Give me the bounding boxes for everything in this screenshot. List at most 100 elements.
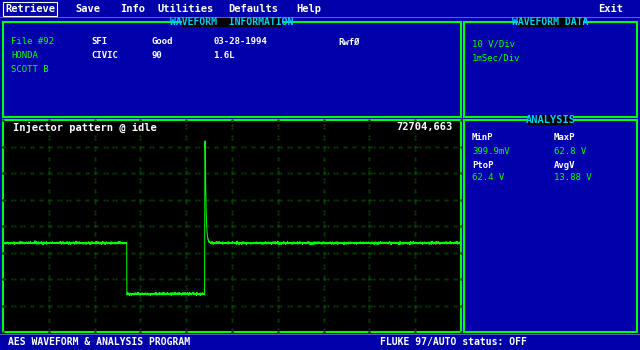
Point bbox=[44, 308, 54, 313]
Point bbox=[145, 303, 156, 308]
Point bbox=[273, 297, 283, 303]
Point bbox=[366, 276, 376, 282]
Point bbox=[37, 303, 47, 308]
Point bbox=[83, 144, 93, 149]
Point bbox=[276, 197, 287, 202]
Point bbox=[276, 250, 287, 255]
Text: Help: Help bbox=[296, 4, 321, 14]
Point bbox=[10, 276, 20, 282]
Point bbox=[227, 222, 237, 228]
Point bbox=[135, 241, 145, 246]
Point bbox=[273, 265, 283, 271]
Point bbox=[28, 276, 38, 282]
Point bbox=[90, 316, 100, 321]
Point bbox=[319, 155, 329, 160]
Point bbox=[410, 168, 420, 174]
Point bbox=[431, 144, 441, 149]
Point bbox=[135, 190, 145, 195]
Point bbox=[90, 286, 100, 292]
Point bbox=[319, 125, 329, 131]
Point bbox=[319, 329, 329, 335]
Point bbox=[442, 223, 452, 229]
Point bbox=[410, 241, 420, 246]
Point bbox=[319, 251, 329, 257]
Text: 399.9mV: 399.9mV bbox=[472, 147, 509, 155]
Point bbox=[102, 144, 112, 149]
Point bbox=[26, 276, 36, 282]
Point bbox=[424, 250, 434, 255]
Point bbox=[255, 250, 266, 255]
Point bbox=[56, 197, 66, 202]
Point bbox=[44, 223, 54, 229]
Point bbox=[285, 144, 296, 149]
Point bbox=[375, 276, 385, 282]
Point bbox=[90, 265, 100, 271]
Point bbox=[203, 276, 213, 282]
Point bbox=[135, 230, 145, 236]
Point bbox=[157, 144, 167, 149]
Point bbox=[319, 168, 329, 174]
Text: HONDA: HONDA bbox=[11, 51, 38, 61]
Point bbox=[135, 243, 145, 249]
Point bbox=[227, 179, 237, 184]
Point bbox=[102, 170, 112, 176]
Point bbox=[227, 187, 237, 192]
Point bbox=[138, 303, 148, 308]
Point bbox=[99, 197, 109, 202]
Point bbox=[364, 230, 374, 236]
Point bbox=[191, 144, 202, 149]
Point bbox=[135, 297, 145, 303]
Point bbox=[16, 250, 26, 255]
Point bbox=[378, 276, 388, 282]
Point bbox=[385, 250, 395, 255]
Point bbox=[323, 303, 333, 308]
Point bbox=[378, 170, 388, 176]
Point bbox=[90, 254, 100, 260]
Point bbox=[44, 122, 54, 128]
Point bbox=[181, 133, 191, 139]
Point bbox=[405, 197, 415, 202]
Point bbox=[175, 144, 186, 149]
Point bbox=[394, 223, 404, 229]
Point bbox=[173, 303, 183, 308]
Point bbox=[74, 197, 84, 202]
Point bbox=[273, 286, 283, 292]
Point bbox=[292, 144, 303, 149]
Point bbox=[276, 144, 287, 149]
Point bbox=[135, 318, 145, 324]
Point bbox=[135, 147, 145, 152]
Point bbox=[35, 303, 45, 308]
Point bbox=[258, 197, 268, 202]
Point bbox=[157, 223, 167, 229]
Point bbox=[304, 144, 314, 149]
Point bbox=[90, 190, 100, 195]
Point bbox=[273, 262, 283, 268]
Point bbox=[421, 223, 431, 229]
Point bbox=[319, 284, 329, 289]
Point bbox=[90, 303, 100, 308]
Point bbox=[108, 170, 118, 176]
Point bbox=[221, 197, 232, 202]
Point bbox=[230, 197, 241, 202]
Point bbox=[227, 265, 237, 271]
Point bbox=[154, 250, 164, 255]
Text: Save: Save bbox=[75, 4, 100, 14]
Point bbox=[273, 147, 283, 152]
Point bbox=[412, 303, 422, 308]
Point bbox=[44, 327, 54, 332]
Point bbox=[440, 170, 450, 176]
Point bbox=[369, 170, 379, 176]
Point bbox=[136, 170, 146, 176]
Point bbox=[330, 276, 340, 282]
Point bbox=[90, 155, 100, 160]
Point bbox=[135, 144, 145, 150]
Point bbox=[210, 250, 220, 255]
Point bbox=[415, 197, 425, 202]
Point bbox=[410, 254, 420, 260]
Point bbox=[138, 197, 148, 202]
Point bbox=[191, 250, 202, 255]
Point bbox=[83, 303, 93, 308]
Point bbox=[181, 176, 191, 182]
Point bbox=[135, 166, 145, 171]
Point bbox=[410, 176, 420, 182]
